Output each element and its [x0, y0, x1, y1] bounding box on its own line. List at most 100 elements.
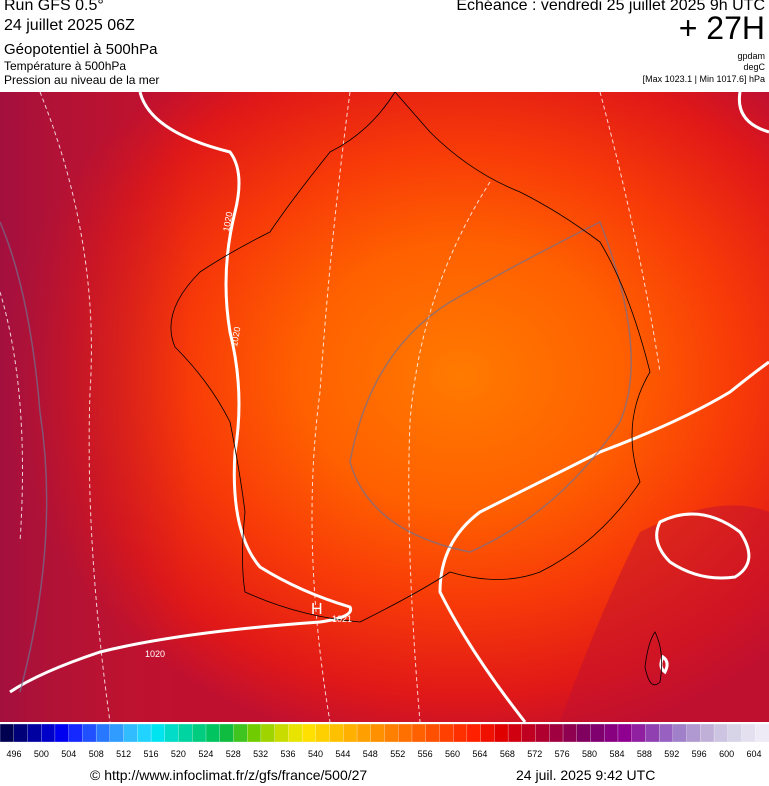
color-swatch: [219, 723, 235, 743]
isobar-label: H: [311, 601, 323, 618]
color-swatch: [672, 723, 688, 743]
field-subtitle: Température à 500hPa: [4, 59, 127, 73]
colorbar-label: 528: [226, 749, 241, 759]
color-swatch: [494, 723, 509, 743]
color-swatch: [356, 723, 372, 743]
color-swatch: [288, 723, 303, 743]
color-swatch: [178, 723, 193, 743]
color-swatch: [398, 723, 413, 743]
colorbar-label: 540: [308, 749, 323, 759]
color-swatch: [137, 723, 152, 743]
color-swatch: [0, 723, 15, 743]
color-swatch: [123, 723, 138, 743]
isobar-label: 1020: [221, 211, 234, 232]
colorbar-label: 576: [555, 749, 570, 759]
color-swatch: [109, 723, 125, 743]
color-swatch: [315, 723, 331, 743]
color-swatch: [411, 723, 427, 743]
color-swatch: [645, 723, 660, 743]
color-swatch: [549, 723, 564, 743]
colorbar-label: 560: [445, 749, 460, 759]
color-swatch: [466, 723, 482, 743]
colorbar-label: 564: [472, 749, 487, 759]
colorbar: 496 500 504 508 512 516 520 524 528 532 536 540 544 5…: [0, 723, 769, 759]
color-swatch: [41, 723, 56, 743]
color-swatch: [13, 723, 29, 743]
source: © http://www.infoclimat.fr/z/gfs/france/…: [90, 767, 368, 783]
color-swatch: [631, 723, 647, 743]
color-swatch: [370, 723, 386, 743]
color-swatch: [54, 723, 70, 743]
unit: degC: [743, 62, 765, 72]
colorbar-label: 536: [281, 749, 296, 759]
color-swatch: [727, 723, 743, 743]
timestamp: 24 juil. 2025 9:42 UTC: [516, 767, 656, 783]
colorbar-label: 580: [582, 749, 597, 759]
colorbar-label: 532: [253, 749, 268, 759]
colorbar-label: 524: [198, 749, 213, 759]
color-swatch: [205, 723, 221, 743]
colorbar-label: 588: [637, 749, 652, 759]
color-swatch: [301, 723, 317, 743]
isobar-label: 1021: [332, 614, 352, 624]
color-swatch: [233, 723, 248, 743]
color-swatch: [576, 723, 592, 743]
color-swatch: [425, 723, 441, 743]
colorbar-label: 508: [89, 749, 104, 759]
color-swatch: [658, 723, 674, 743]
color-swatch: [247, 723, 262, 743]
colorbar-label: 512: [116, 749, 131, 759]
color-swatch: [192, 723, 207, 743]
color-swatch: [439, 723, 454, 743]
colorbar-label: 584: [609, 749, 624, 759]
color-swatch: [453, 723, 468, 743]
colorbar-label: 568: [500, 749, 515, 759]
color-swatch: [343, 723, 358, 743]
color-swatch: [535, 723, 550, 743]
field-title: Géopotentiel à 500hPa: [4, 41, 158, 58]
color-swatch: [27, 723, 42, 743]
color-swatch: [164, 723, 180, 743]
colorbar-label: 556: [418, 749, 433, 759]
isobar-label: 1020: [145, 649, 165, 659]
colorbar-label: 544: [335, 749, 350, 759]
isobar-label: 1020: [229, 326, 242, 347]
color-swatch: [150, 723, 166, 743]
color-swatch: [617, 723, 633, 743]
field-subtitle: Pression au niveau de la mer: [4, 73, 160, 87]
color-swatch: [82, 723, 97, 743]
colorbar-label: 596: [692, 749, 707, 759]
colorbar-label: 520: [171, 749, 186, 759]
color-swatch: [274, 723, 290, 743]
range: [Max 1023.1 | Min 1017.6] hPa: [642, 74, 765, 84]
color-swatch: [590, 723, 605, 743]
colorbar-label: 496: [6, 749, 21, 759]
colorbar-label: 572: [527, 749, 542, 759]
color-swatch: [700, 723, 715, 743]
color-swatch: [604, 723, 619, 743]
color-swatch: [741, 723, 756, 743]
unit: gpdam: [737, 51, 765, 61]
lead-time: + 27H: [678, 10, 765, 46]
colorbar-label: 548: [363, 749, 378, 759]
color-swatch: [755, 723, 769, 743]
color-swatch: [68, 723, 84, 743]
color-swatch: [713, 723, 729, 743]
colorbar-label: 516: [144, 749, 159, 759]
color-swatch: [384, 723, 399, 743]
color-swatch: [95, 723, 111, 743]
color-swatch: [329, 723, 344, 743]
color-swatch: [507, 723, 523, 743]
colorbar-label: 600: [719, 749, 734, 759]
color-swatch: [521, 723, 537, 743]
map: 1020 1020 1020 1021 H: [0, 92, 769, 722]
colorbar-label: 552: [390, 749, 405, 759]
run-title: Run GFS 0.5°: [4, 0, 104, 14]
color-swatch: [562, 723, 578, 743]
color-swatch: [260, 723, 276, 743]
color-swatch: [480, 723, 496, 743]
colorbar-label: 504: [61, 749, 76, 759]
run-date: 24 juillet 2025 06Z: [4, 17, 135, 34]
colorbar-label: 500: [34, 749, 49, 759]
